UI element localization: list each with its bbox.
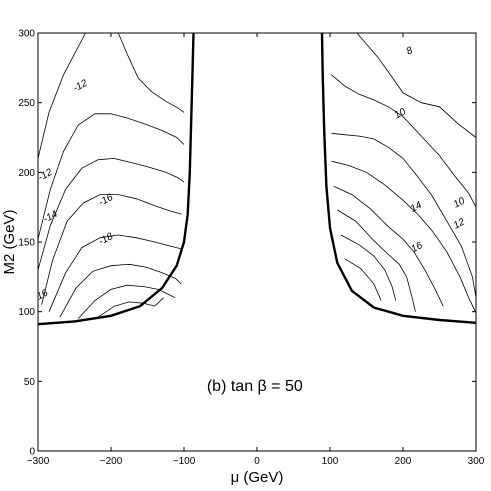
contour-left-8 [97, 297, 164, 318]
axis-ticks: −300 −200 −100 0 100 200 300 0 50 100 150 200 250 300 [18, 29, 484, 468]
contour-label-2: -14 [42, 209, 60, 226]
boundary-left [37, 32, 195, 326]
contour-label-9: 12 [452, 216, 467, 231]
contour-label-1: -12 [36, 167, 54, 184]
y-tick-label-6: 300 [18, 29, 35, 40]
x-axis-title: μ (GeV) [231, 469, 284, 486]
contour-right-0 [356, 32, 477, 138]
contour-left-1 [117, 32, 185, 113]
contour-label-8: 10 [452, 195, 467, 210]
boundary-curves [37, 32, 477, 326]
contour-label-0: -12 [71, 78, 89, 95]
contour-right-2 [331, 132, 477, 298]
contour-label-7: 10 [393, 106, 408, 121]
contour-label-10: 14 [409, 200, 424, 215]
x-tick-label-0: −300 [27, 456, 50, 467]
contour-right-1 [331, 74, 477, 208]
x-tick-label-2: −100 [173, 456, 196, 467]
y-tick-label-2: 100 [18, 307, 35, 318]
contour-right-6 [340, 234, 397, 301]
x-tick-label-5: 200 [395, 456, 412, 467]
y-tick-label-5: 250 [18, 98, 35, 109]
contour-left-7 [77, 284, 176, 319]
contour-label-11: 16 [409, 240, 424, 255]
contour-lines [37, 32, 477, 319]
contour-label-5: 16 [35, 287, 50, 302]
y-axis-title: M2 (GeV) [1, 209, 18, 274]
contour-right-4 [333, 185, 444, 307]
contour-label-6: 8 [405, 45, 415, 58]
contour-left-2 [37, 113, 185, 240]
contour-left-3 [37, 157, 185, 271]
y-tick-label-3: 150 [18, 238, 35, 249]
contour-left-0 [37, 32, 86, 159]
tan-beta-annotation: (b) tan β = 50 [207, 378, 303, 395]
x-tick-label-1: −200 [100, 456, 123, 467]
contour-right-5 [337, 209, 416, 312]
y-tick-label-0: 0 [29, 447, 35, 458]
contour-right-7 [344, 258, 382, 301]
contour-left-4 [41, 194, 182, 305]
contour-right-3 [331, 160, 477, 314]
contour-left-5 [48, 234, 182, 312]
x-tick-label-3: 0 [254, 456, 260, 467]
y-tick-label-4: 200 [18, 168, 35, 179]
contour-label-4: -18 [97, 231, 115, 248]
y-tick-label-1: 50 [24, 377, 36, 388]
contour-left-6 [59, 263, 182, 318]
boundary-right [320, 32, 477, 324]
x-tick-label-4: 100 [322, 456, 339, 467]
x-tick-label-6: 300 [468, 456, 485, 467]
